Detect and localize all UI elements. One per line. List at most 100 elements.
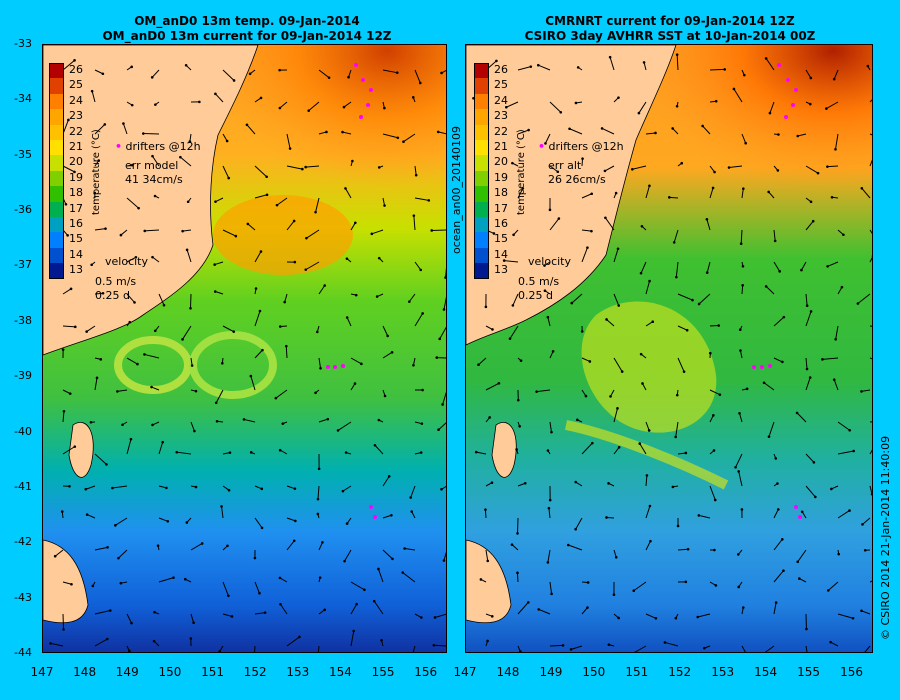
latitude-tick-label: -36 <box>14 203 32 217</box>
current-arrow-head <box>663 641 667 644</box>
current-arrow-head <box>419 451 423 454</box>
current-arrow-head <box>90 89 94 93</box>
current-arrow-head <box>816 171 820 175</box>
colorbar-segment <box>49 232 64 248</box>
current-arrow-head <box>321 541 324 544</box>
current-arrow <box>675 421 679 437</box>
current-arrow-head <box>856 302 860 305</box>
current-arrow <box>306 229 320 239</box>
current-arrow-head <box>281 422 285 425</box>
current-arrow <box>773 570 784 583</box>
colorbar-segment <box>474 263 489 279</box>
current-arrow <box>214 261 224 266</box>
current-arrow-head <box>116 390 119 393</box>
current-arrow-head <box>390 351 394 354</box>
current-arrow <box>861 389 871 392</box>
current-arrow-head <box>671 127 674 130</box>
current-arrow <box>575 517 583 530</box>
colorbar-segment <box>474 155 489 171</box>
current-arrow <box>640 261 647 274</box>
colorbar-tick-label: 15 <box>69 232 83 246</box>
current-arrow-head <box>616 407 619 410</box>
current-arrow-head <box>764 57 768 60</box>
latitude-tick-label: -39 <box>14 369 32 383</box>
current-arrow-head <box>377 567 380 571</box>
current-arrow <box>609 57 615 71</box>
current-arrow-head <box>258 591 261 595</box>
current-arrow-head <box>605 516 608 519</box>
current-arrow <box>373 600 384 615</box>
current-arrow-head <box>605 318 608 321</box>
current-arrow <box>254 581 260 594</box>
left-map-graphic <box>43 45 446 652</box>
current-arrow-head <box>739 349 742 352</box>
current-arrow <box>413 215 416 231</box>
longitude-tick-label: 150 <box>158 665 182 679</box>
current-arrow-head <box>488 416 491 419</box>
current-arrow-head <box>508 337 512 340</box>
current-arrow-head <box>713 170 716 174</box>
current-arrow <box>285 346 288 359</box>
current-arrow <box>126 439 132 455</box>
left-map-panel[interactable]: 26 25 24 23 22 21 20 19 18 17 16 15 14 13 temperature… <box>42 44 447 653</box>
current-arrow-head <box>860 609 863 613</box>
colorbar-tick-label: 21 <box>494 140 508 153</box>
current-arrow <box>740 229 743 244</box>
colorbar-title: temperature (°C) <box>516 129 527 215</box>
current-arrow-head <box>474 450 478 454</box>
current-arrow-head <box>741 606 745 609</box>
colorbar-segment <box>474 186 489 202</box>
current-arrow <box>827 261 839 267</box>
current-arrow <box>118 549 128 559</box>
colorbar-segment <box>474 170 489 187</box>
current-arrow <box>350 357 362 365</box>
current-arrow-head <box>736 553 740 556</box>
current-arrow-head <box>227 594 230 598</box>
latitude-tick-label: -44 <box>14 646 32 659</box>
colorbar-segment <box>49 109 64 125</box>
current-arrow <box>86 325 96 332</box>
current-arrow-head <box>106 546 109 549</box>
current-arrow-head <box>412 214 416 217</box>
current-arrow-head <box>486 559 490 563</box>
current-arrow-head <box>574 527 577 531</box>
colorbar-segment <box>49 247 64 264</box>
current-arrow-head <box>492 232 496 235</box>
right-map-panel[interactable]: 26 25 24 23 22 21 20 19 18 17 16 15 14 13 temperature… <box>465 44 873 653</box>
drifters-label: drifters @12h <box>548 140 624 153</box>
current-arrow <box>706 261 711 273</box>
current-arrow <box>91 91 96 103</box>
current-arrow <box>284 293 288 303</box>
current-arrow-head <box>685 328 689 332</box>
current-arrow-head <box>675 393 679 397</box>
current-arrow-head <box>166 519 170 523</box>
current-arrow <box>869 485 872 495</box>
current-arrow-head <box>185 521 189 524</box>
current-arrow-head <box>133 301 136 304</box>
current-arrow-head <box>153 610 156 614</box>
current-arrow-head <box>808 376 812 379</box>
current-arrow-head <box>491 328 494 331</box>
latitude-tick-label: -43 <box>14 590 32 604</box>
current-arrow <box>344 549 352 562</box>
current-arrow <box>741 133 747 144</box>
current-arrow-head <box>510 543 514 546</box>
current-arrow-head <box>248 72 252 76</box>
current-arrow-head <box>430 229 434 232</box>
colorbar-tick-label: 13 <box>69 263 83 277</box>
current-arrow-head <box>111 486 114 490</box>
current-arrow-head <box>834 337 837 341</box>
current-arrow-head <box>377 418 381 422</box>
current-arrow-head <box>380 638 383 642</box>
current-arrow <box>276 197 288 206</box>
current-arrow-head <box>604 216 607 220</box>
current-arrow <box>126 293 135 303</box>
current-arrow-head <box>175 450 179 454</box>
current-arrow <box>382 351 393 359</box>
current-arrow <box>634 645 647 652</box>
current-arrow <box>645 505 651 519</box>
colorbar-frame <box>474 63 489 279</box>
colorbar-segment <box>474 78 489 94</box>
current-arrow <box>120 229 128 236</box>
current-arrow-head <box>117 556 120 560</box>
